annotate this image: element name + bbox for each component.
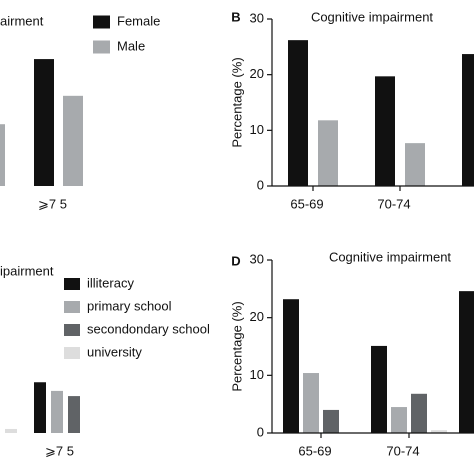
legend-swatch [64, 278, 80, 290]
panel: ipairment ⩾7 5 illiteracy primary school sec… [0, 263, 210, 458]
y-tick-label: 30 [250, 251, 264, 266]
panel: Cognitive impairment B Percentage (%) 65-69… [229, 9, 474, 211]
bar [303, 373, 319, 433]
x-tick-label: 70-74 [377, 196, 410, 211]
bar [375, 76, 395, 186]
bar [411, 393, 427, 433]
bar [283, 299, 299, 433]
x-tick-label: ⩾7 5 [45, 443, 74, 458]
y-axis-label: Percentage (%) [229, 301, 244, 391]
y-tick-label: 20 [250, 66, 264, 81]
chart-title: Cognitive impairment [329, 249, 451, 264]
legend-label: illiteracy [87, 275, 134, 290]
chart-title: airment [0, 13, 44, 28]
bar [68, 396, 80, 433]
legend-swatch [93, 40, 110, 54]
bar [391, 407, 407, 433]
bar [288, 40, 308, 186]
bar [431, 430, 447, 433]
legend-swatch [64, 301, 80, 313]
bar [371, 345, 387, 433]
y-tick-label: 0 [257, 424, 264, 439]
panel-label: B [231, 9, 240, 24]
panel-label: D [231, 253, 240, 268]
bar [34, 59, 54, 186]
bar [318, 120, 338, 186]
panel: Cognitive impairment D Percentage (%) 65-69… [229, 249, 474, 458]
bar [34, 382, 46, 433]
legend-label: Female [117, 13, 160, 28]
bar [5, 428, 17, 433]
y-tick-label: 30 [250, 10, 264, 25]
y-tick-label: 10 [250, 367, 264, 382]
bar [51, 390, 63, 433]
chart-title: Cognitive impairment [311, 9, 433, 24]
y-tick-label: 10 [250, 122, 264, 137]
legend-label: university [87, 344, 142, 359]
bar [0, 124, 5, 186]
x-tick-label: 65-69 [290, 196, 323, 211]
legend-swatch [64, 324, 80, 336]
bar [63, 95, 83, 186]
legend-label: secondondary school [87, 321, 210, 336]
y-tick-label: 20 [250, 309, 264, 324]
legend-label: primary school [87, 298, 172, 313]
x-tick-label: 65-69 [298, 443, 331, 458]
bar [459, 291, 474, 433]
bar [405, 143, 425, 186]
y-axis-label: Percentage (%) [229, 57, 244, 147]
legend-swatch [64, 347, 80, 359]
bar [462, 54, 474, 186]
panel: airment ⩾7 5 Female Male [0, 13, 160, 211]
legend-swatch [93, 15, 110, 29]
x-tick-label: ⩾7 5 [38, 196, 67, 211]
legend-label: Male [117, 38, 145, 53]
x-tick-label: 70-74 [386, 443, 419, 458]
y-tick-label: 0 [257, 177, 264, 192]
chart-title: ipairment [0, 263, 54, 278]
bar [323, 409, 339, 433]
